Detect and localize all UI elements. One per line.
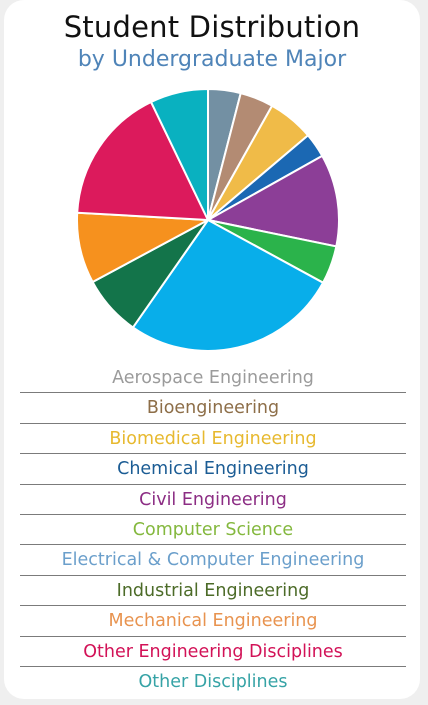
legend-item: Other Disciplines	[138, 671, 288, 692]
legend-item: Other Engineering Disciplines	[20, 637, 406, 667]
legend-item: Electrical & Computer Engineering	[20, 545, 406, 576]
pie-slice-9	[76, 100, 210, 222]
legend-item: Biomedical Engineering	[20, 424, 406, 455]
legend-item: Civil Engineering	[20, 485, 406, 515]
legend-item: Bioengineering	[20, 393, 406, 424]
legend-item: Aerospace Engineering	[20, 363, 406, 394]
chart-subtitle: by Undergraduate Major	[77, 47, 347, 72]
legend-item: Chemical Engineering	[20, 454, 406, 485]
legend: Aerospace Engineering Bioengineering Biome…	[20, 363, 406, 697]
pie-slice-6	[131, 218, 325, 352]
pie-chart	[76, 87, 340, 352]
pie-slice-10	[149, 87, 209, 221]
chart-title: Student Distribution	[63, 10, 361, 44]
legend-item: Computer Science	[20, 515, 406, 546]
legend-item: Mechanical Engineering	[20, 606, 406, 637]
pie-slice-4	[205, 154, 340, 248]
legend-item: Industrial Engineering	[20, 576, 406, 607]
